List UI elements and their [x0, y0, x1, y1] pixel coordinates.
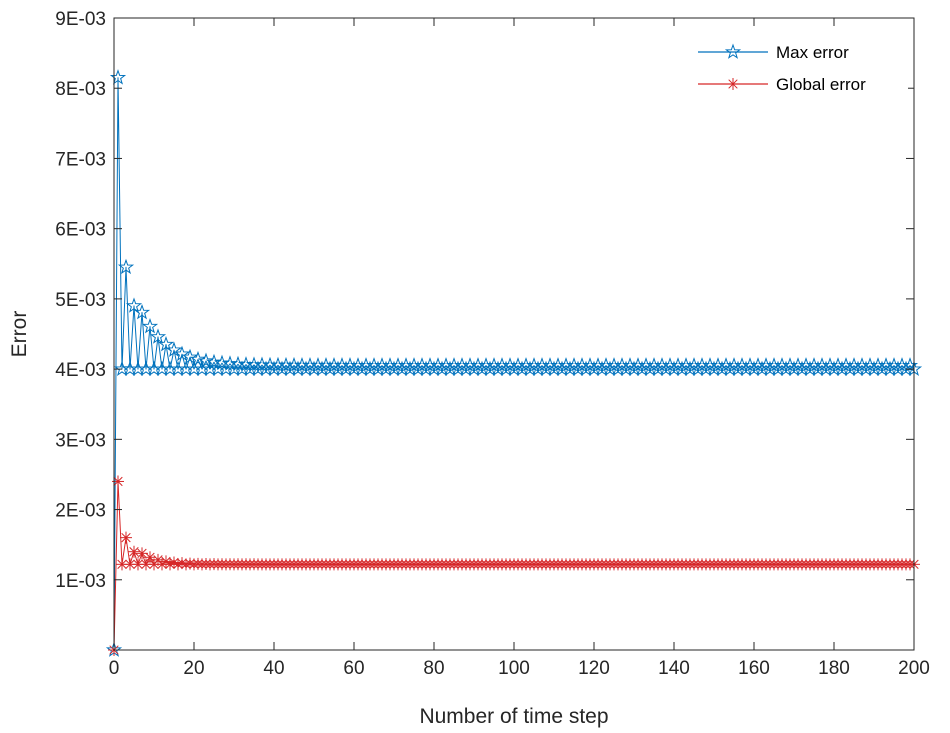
legend-label-max-error: Max error [776, 43, 849, 62]
legend-marker-max-error [724, 43, 742, 59]
data-point-global-error [116, 558, 128, 571]
series-max-error [105, 69, 923, 657]
x-tick-label: 60 [343, 658, 364, 679]
y-tick-label: 3E-03 [55, 430, 106, 451]
y-tick-label: 6E-03 [55, 220, 106, 241]
x-tick-label: 40 [263, 658, 284, 679]
x-axis-title: Number of time step [419, 705, 608, 728]
x-tick-label: 180 [818, 658, 850, 679]
legend-entry-max-error: Max error [698, 43, 849, 62]
data-point-max-error [117, 258, 135, 275]
data-point-max-error [109, 69, 127, 85]
legend-entry-global-error: Global error [698, 75, 866, 94]
data-point-max-error [189, 350, 207, 367]
legend-marker-global-error [727, 78, 739, 90]
y-tick-label: 7E-03 [55, 149, 106, 170]
x-tick-label: 140 [658, 658, 690, 679]
data-point-max-error [213, 354, 231, 371]
x-tick-label: 160 [738, 658, 770, 679]
data-point-max-error [205, 353, 223, 370]
x-tick-label: 120 [578, 658, 610, 679]
tick-layer: 0 20 40 60 80 100 120 140 160 180 200 1E-03 2E-03 3E-… [55, 9, 930, 679]
data-point-global-error [120, 531, 132, 544]
y-tick-label: 1E-03 [55, 571, 106, 592]
y-tick-label: 8E-03 [55, 79, 106, 100]
data-point-max-error [173, 345, 191, 362]
y-tick-label: 9E-03 [55, 9, 106, 30]
data-point-global-error [128, 545, 140, 558]
legend-box [686, 32, 908, 108]
axes-box [113, 17, 915, 651]
y-tick-label: 2E-03 [55, 501, 106, 522]
y-axis-title: Error [8, 311, 31, 358]
legend: Max error Global error [686, 32, 908, 108]
data-point-max-error [125, 297, 143, 313]
series-layer [105, 69, 923, 657]
series-global-error [108, 475, 920, 656]
legend-label-global-error: Global error [776, 75, 866, 94]
data-point-max-error [133, 303, 151, 320]
data-point-max-error [197, 352, 215, 368]
x-tick-label: 100 [498, 658, 530, 679]
data-point-global-error [136, 547, 148, 560]
data-point-max-error [165, 341, 183, 357]
plot-area [114, 18, 914, 650]
y-tick-label: 5E-03 [55, 290, 106, 311]
x-tick-label: 20 [183, 658, 204, 679]
data-point-max-error [157, 335, 175, 352]
y-tick-label: 4E-03 [55, 360, 106, 381]
data-point-max-error [149, 328, 167, 344]
data-point-max-error [181, 348, 199, 365]
data-point-max-error [141, 318, 159, 334]
x-tick-label: 0 [109, 658, 120, 679]
x-tick-label: 80 [423, 658, 444, 679]
x-tick-label: 200 [898, 658, 930, 679]
